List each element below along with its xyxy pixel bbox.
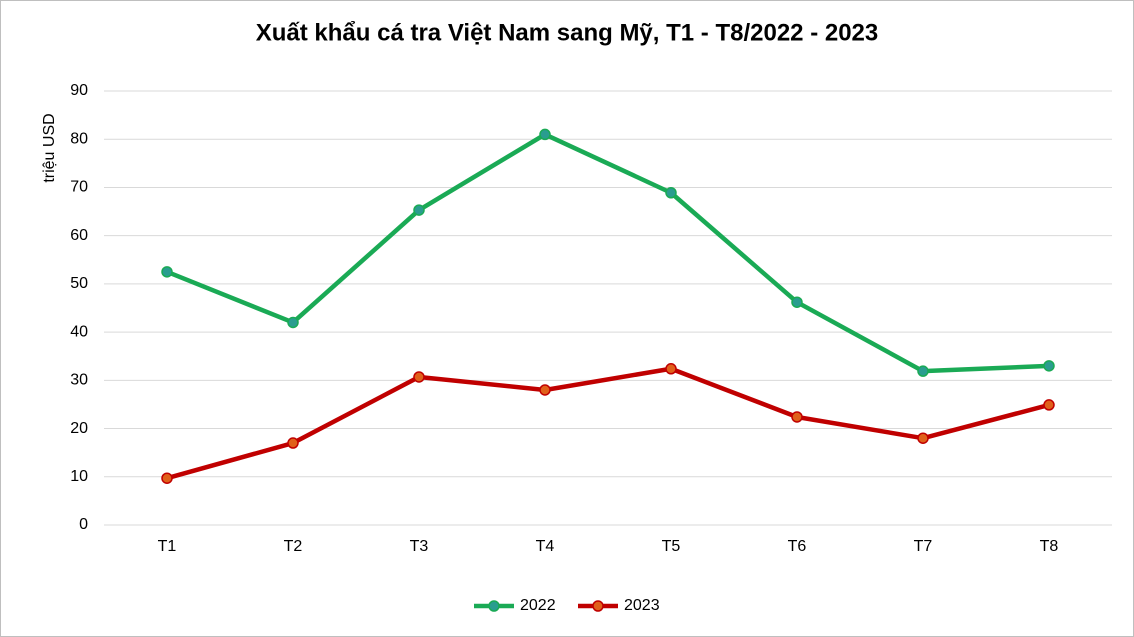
y-axis-label: triệu USD — [41, 113, 58, 182]
y-tick-label: 90 — [70, 82, 88, 99]
legend-label: 2023 — [624, 597, 660, 614]
series-line — [166, 132, 1050, 374]
x-tick-label: T7 — [914, 538, 933, 555]
data-point — [413, 204, 425, 216]
x-tick-label: T1 — [158, 538, 177, 555]
data-point — [665, 363, 677, 375]
x-tick-label: T4 — [536, 538, 555, 555]
y-tick-label: 80 — [70, 130, 88, 147]
data-point — [665, 186, 677, 199]
legend-marker — [592, 600, 604, 612]
x-tick-label: T5 — [662, 538, 681, 555]
data-point — [539, 128, 551, 141]
x-tick-label: T2 — [284, 538, 303, 555]
data-point — [161, 472, 173, 484]
x-tick-label: T3 — [410, 538, 429, 555]
data-point — [1043, 360, 1055, 372]
data-point — [791, 411, 803, 423]
data-point — [287, 316, 299, 329]
y-tick-label: 30 — [70, 372, 88, 389]
data-point — [413, 371, 425, 383]
chart-title: Xuất khẩu cá tra Việt Nam sang Mỹ, T1 - … — [256, 19, 879, 46]
data-point — [161, 266, 173, 278]
y-tick-label: 50 — [70, 275, 88, 292]
data-point — [917, 432, 929, 444]
series-line — [166, 366, 1050, 481]
data-point — [917, 365, 929, 377]
data-point — [791, 296, 803, 308]
y-tick-label: 40 — [70, 323, 88, 340]
y-tick-label: 60 — [70, 227, 88, 244]
x-tick-label: T6 — [788, 538, 807, 555]
data-point — [287, 437, 299, 449]
x-tick-label: T8 — [1040, 538, 1059, 555]
y-tick-label: 70 — [70, 179, 88, 196]
y-tick-label: 0 — [79, 516, 88, 533]
data-point — [539, 384, 551, 396]
y-tick-label: 10 — [70, 468, 88, 485]
data-point — [1043, 399, 1055, 411]
legend-label: 2022 — [520, 597, 556, 614]
legend-marker — [488, 600, 500, 612]
y-tick-label: 20 — [70, 420, 88, 437]
